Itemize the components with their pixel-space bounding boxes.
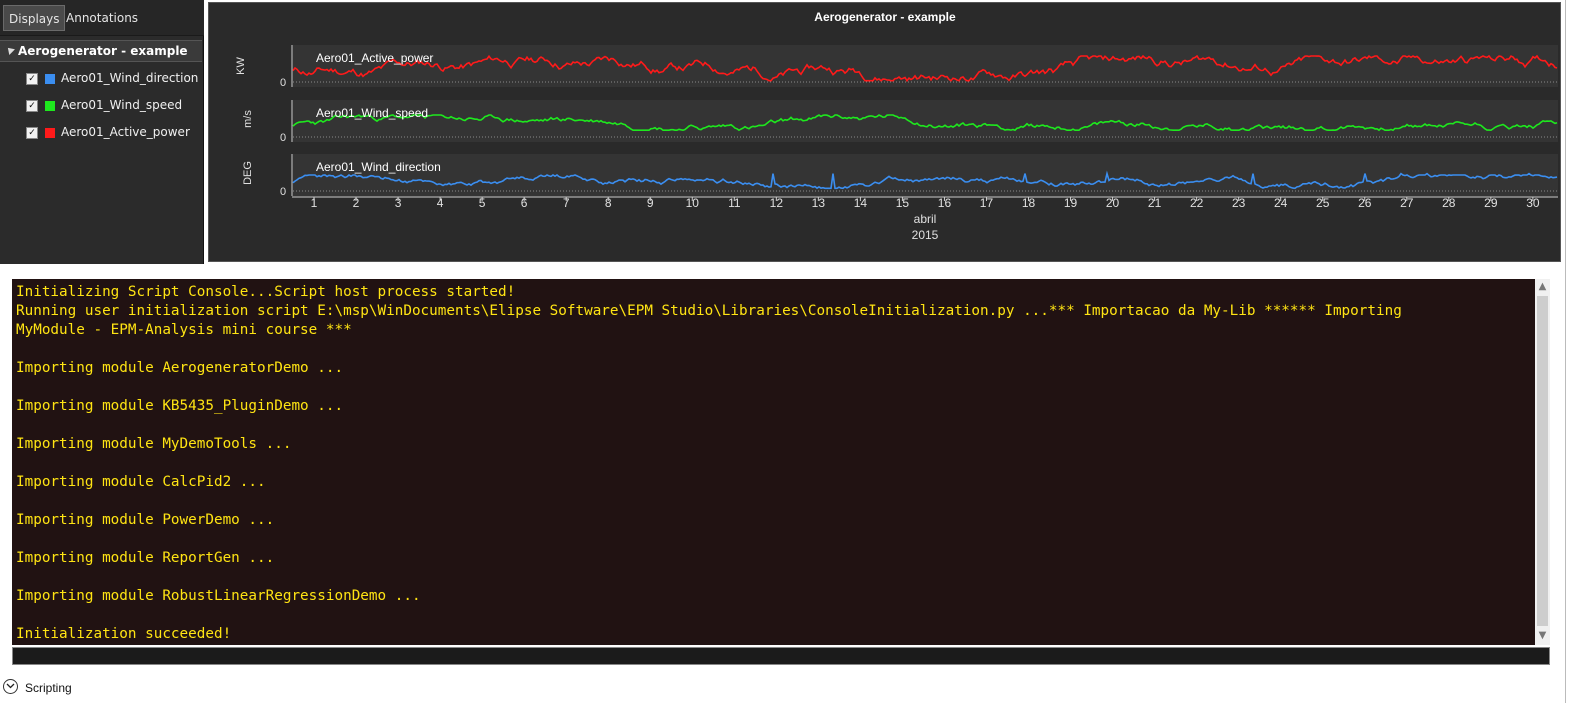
checkbox-wind-direction[interactable]: ✓ bbox=[26, 73, 38, 85]
checkbox-active-power[interactable]: ✓ bbox=[26, 127, 38, 139]
series-line-wind-direction[interactable] bbox=[292, 170, 1558, 190]
plot-area-direction bbox=[293, 154, 1558, 196]
series-label-wind-direction: Aero01_Wind_direction bbox=[316, 160, 441, 174]
tab-annotations[interactable]: Annotations bbox=[66, 11, 139, 25]
x-tick-label: 13 bbox=[812, 196, 826, 210]
x-tick-label: 4 bbox=[437, 196, 444, 210]
x-tick-label: 24 bbox=[1274, 196, 1288, 210]
x-tick-label: 19 bbox=[1064, 196, 1078, 210]
x-tick-label: 22 bbox=[1190, 196, 1204, 210]
y-zero-label-speed: 0 bbox=[280, 132, 286, 144]
chart-title: Aerogenerator - example bbox=[814, 10, 956, 24]
series-label-wind-speed: Aero01_Wind_speed bbox=[316, 106, 428, 120]
x-tick-label: 23 bbox=[1232, 196, 1246, 210]
scroll-up-icon[interactable]: ▲ bbox=[1538, 281, 1547, 292]
x-tick-label: 15 bbox=[896, 196, 910, 210]
x-tick-label: 17 bbox=[980, 196, 994, 210]
script-console-output[interactable]: Initializing Script Console...Script hos… bbox=[12, 279, 1535, 645]
tree-item-wind-speed[interactable]: ✓ Aero01_Wind_speed bbox=[26, 96, 202, 116]
x-tick-label: 5 bbox=[479, 196, 486, 210]
y-label-speed: m/s bbox=[242, 110, 254, 128]
trend-chart-panel[interactable]: Aerogenerator - example KW m/s DEG 0 0 0… bbox=[208, 2, 1561, 262]
y-label-power: KW bbox=[235, 57, 247, 75]
plot-area-power bbox=[293, 45, 1558, 87]
x-tick-label: 30 bbox=[1526, 196, 1540, 210]
series-line-wind-speed[interactable] bbox=[292, 114, 1558, 132]
x-tick-label: 28 bbox=[1442, 196, 1456, 210]
x-tick-label: 14 bbox=[854, 196, 868, 210]
scrollbar-thumb[interactable] bbox=[1537, 296, 1548, 626]
scripting-expander-label[interactable]: Scripting bbox=[25, 681, 72, 695]
tab-displays[interactable]: Displays bbox=[3, 5, 66, 31]
x-tick-label: 29 bbox=[1484, 196, 1498, 210]
chevron-down-icon[interactable] bbox=[3, 679, 18, 694]
tree-root-label: Aerogenerator - example bbox=[18, 44, 188, 58]
x-tick-label: 1 bbox=[311, 196, 318, 210]
x-tick-label: 16 bbox=[938, 196, 952, 210]
plot-area-speed bbox=[293, 100, 1558, 142]
x-tick-label: 8 bbox=[605, 196, 612, 210]
x-tick-label: 25 bbox=[1316, 196, 1330, 210]
tree-item-label: Aero01_Active_power bbox=[61, 125, 190, 139]
panel-tabs: Displays Annotations bbox=[0, 0, 204, 36]
x-tick-label: 21 bbox=[1148, 196, 1162, 210]
y-zero-label-direction: 0 bbox=[280, 186, 286, 198]
x-tick-label: 3 bbox=[395, 196, 402, 210]
y-label-direction: DEG bbox=[242, 161, 254, 185]
expand-triangle-icon[interactable] bbox=[5, 45, 15, 55]
x-tick-label: 11 bbox=[728, 196, 741, 210]
x-tick-label: 7 bbox=[563, 196, 570, 210]
window-border bbox=[1565, 0, 1566, 703]
console-input[interactable] bbox=[12, 647, 1550, 665]
series-label-active-power: Aero01_Active_power bbox=[316, 51, 433, 65]
x-tick-label: 2 bbox=[353, 196, 360, 210]
y-zero-label-power: 0 bbox=[280, 77, 286, 89]
x-tick-label: 9 bbox=[647, 196, 654, 210]
x-tick-label: 20 bbox=[1106, 196, 1120, 210]
scroll-down-icon[interactable]: ▼ bbox=[1538, 630, 1547, 641]
footer-bar bbox=[0, 676, 1572, 703]
tree-root-aerogenerator[interactable]: Aerogenerator - example bbox=[0, 40, 202, 62]
x-axis-month: abril bbox=[914, 212, 937, 226]
x-tick-label: 12 bbox=[770, 196, 784, 210]
color-swatch bbox=[45, 101, 55, 111]
tree-item-active-power[interactable]: ✓ Aero01_Active_power bbox=[26, 123, 202, 143]
console-text: Initializing Script Console...Script hos… bbox=[16, 284, 1402, 642]
color-swatch bbox=[45, 74, 55, 84]
x-axis-year: 2015 bbox=[912, 228, 939, 242]
tree-item-label: Aero01_Wind_direction bbox=[61, 71, 199, 85]
x-axis-ticks: 1 2 3 4 5 6 7 8 9 10 11 12 13 14 15 16 17 18 19 20 21 22 23 24 2… bbox=[311, 196, 1540, 210]
series-line-active-power[interactable] bbox=[292, 54, 1558, 83]
x-tick-label: 18 bbox=[1022, 196, 1036, 210]
trend-chart[interactable]: Aerogenerator - example KW m/s DEG 0 0 0… bbox=[209, 3, 1560, 261]
x-tick-label: 27 bbox=[1400, 196, 1414, 210]
x-tick-label: 10 bbox=[686, 196, 700, 210]
color-swatch bbox=[45, 128, 55, 138]
x-tick-label: 6 bbox=[521, 196, 528, 210]
tree-item-label: Aero01_Wind_speed bbox=[61, 98, 183, 112]
checkbox-wind-speed[interactable]: ✓ bbox=[26, 100, 38, 112]
x-tick-label: 26 bbox=[1358, 196, 1372, 210]
tree-item-wind-direction[interactable]: ✓ Aero01_Wind_direction bbox=[26, 69, 202, 89]
